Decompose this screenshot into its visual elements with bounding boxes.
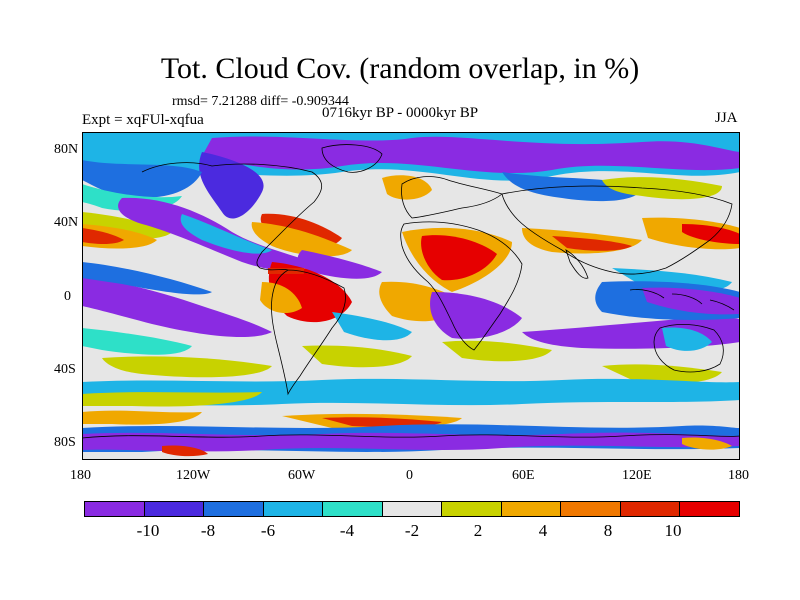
colorbar-swatch (680, 502, 740, 516)
south-america-coast (271, 269, 346, 396)
southern-ocean-yellow (82, 392, 262, 407)
colorbar-swatch (501, 502, 562, 516)
greenland-coast (321, 144, 383, 173)
lat-label-40s: 40S (54, 362, 76, 377)
season-label: JJA (715, 110, 738, 126)
colorbar-label: -2 (404, 521, 420, 540)
lon-label-180-east: 180 (728, 468, 749, 483)
coastlines (82, 144, 740, 439)
india-red (552, 236, 632, 251)
colorbar-label: -10 (136, 521, 160, 540)
antarctic-red-spot (162, 445, 208, 457)
maritime-continent-coast (629, 289, 735, 311)
lon-label-180-west: 180 (70, 468, 91, 483)
map-frame (82, 132, 740, 460)
antarctic-orange-band (82, 410, 202, 425)
americas-orange (251, 222, 352, 257)
colorbar-label: -4 (339, 521, 355, 540)
colorbar-swatch (382, 502, 443, 516)
amazon-orange (260, 282, 302, 314)
colorbar-label: -8 (200, 521, 216, 540)
africa-coast (400, 221, 523, 351)
colorbar-swatch (263, 502, 324, 516)
south-indian-yellow-east (602, 364, 722, 384)
atlantic-purple (297, 250, 382, 279)
colorbar-swatch (144, 502, 205, 516)
colorbar-swatch (323, 502, 383, 516)
antarctica-coast (82, 434, 740, 439)
pacific-diagonal-cyan (180, 214, 272, 254)
australia-cyan (662, 327, 712, 351)
east-asia-red (682, 224, 740, 244)
india-coast (565, 249, 589, 279)
colorbar-swatch (442, 502, 502, 516)
eurasia-yellow (602, 177, 722, 200)
equatorial-pacific-purple (82, 276, 272, 338)
period-label: 0716kyr BP - 0000kyr BP (322, 105, 479, 121)
arctic-purple-band (202, 136, 740, 174)
antarctic-orange-spot (682, 437, 732, 450)
lat-label-80n: 80N (54, 142, 79, 157)
asia-coast (501, 185, 733, 275)
lat-label-40n: 40N (54, 215, 79, 230)
lon-label-120w: 120W (176, 468, 211, 483)
south-pacific-yellow (102, 356, 272, 378)
map-title: Tot. Cloud Cov. (random overlap, in %) (160, 52, 640, 85)
central-africa-purple (430, 292, 522, 339)
lon-label-60e: 60E (512, 468, 535, 483)
south-atlantic-cyan (332, 312, 412, 341)
colorbar (84, 501, 740, 517)
colorbar-label: 10 (664, 521, 682, 540)
colorbar-swatch (561, 502, 621, 516)
australia-coast (653, 324, 724, 373)
lat-label-80s: 80S (54, 435, 76, 450)
south-atlantic-yellow (302, 345, 412, 368)
north-america-purple (199, 152, 264, 219)
lon-label-120e: 120E (622, 468, 652, 483)
colorbar-label: 8 (603, 521, 613, 540)
europe-orange (382, 175, 432, 200)
southern-ocean-red (322, 417, 442, 428)
colorbar-swatch (204, 502, 264, 516)
lon-label-0: 0 (406, 468, 413, 483)
lon-label-60w: 60W (288, 468, 316, 483)
stats-label: rmsd= 7.21288 diff= -0.909344 (172, 94, 349, 109)
colorbar-label: 4 (538, 521, 548, 540)
colorbar-swatch (85, 502, 145, 516)
maritime-continent-purple (642, 287, 740, 315)
south-indian-yellow (442, 340, 552, 362)
colorbar-label: -6 (260, 521, 276, 540)
north-pacific-blue (82, 160, 202, 198)
europe-coast (401, 176, 503, 219)
north-america-coast (141, 162, 323, 271)
equatorial-pacific-blue (82, 262, 212, 295)
cloud-cover-map (82, 132, 740, 460)
north-africa-red (421, 235, 497, 281)
south-pacific-teal (82, 328, 192, 355)
north-pacific-red (82, 228, 124, 244)
colorbar-swatch (620, 502, 681, 516)
lat-label-equator: 0 (64, 289, 71, 304)
colorbar-label: 2 (473, 521, 483, 540)
experiment-label: Expt = xqFUl-xqfua (82, 112, 204, 128)
